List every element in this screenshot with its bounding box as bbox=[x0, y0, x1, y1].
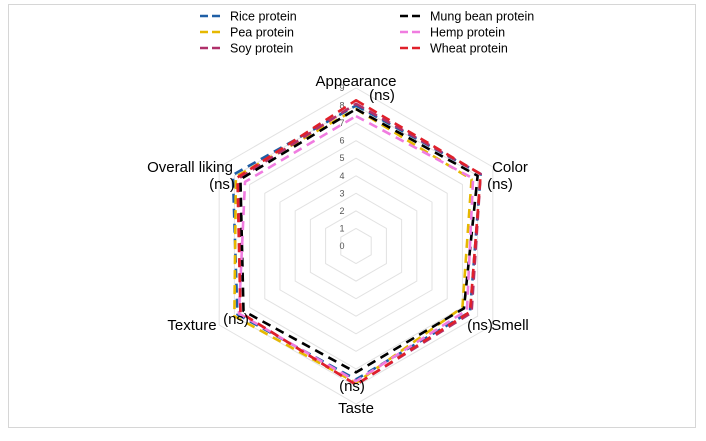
series-group bbox=[231, 98, 482, 386]
tick-label: 1 bbox=[339, 223, 344, 233]
legend-label: Pea protein bbox=[230, 26, 294, 40]
grid-ring-3 bbox=[309, 192, 403, 300]
axis-significance-label: (ns) bbox=[339, 378, 365, 395]
series-mung-bean-protein bbox=[239, 107, 479, 374]
legend-label: Wheat protein bbox=[430, 42, 508, 56]
tick-label: 0 bbox=[339, 241, 344, 251]
axis-labels: Appearance(ns)Color(ns)Smell(ns)Taste(ns… bbox=[147, 73, 529, 417]
legend-label: Mung bean protein bbox=[430, 10, 534, 24]
axis-significance-label: (ns) bbox=[467, 317, 493, 334]
series-rice-protein bbox=[231, 104, 482, 381]
radar-grid bbox=[218, 87, 494, 405]
tick-label: 2 bbox=[339, 206, 344, 216]
series-hemp-protein bbox=[237, 114, 475, 383]
tick-label: 7 bbox=[339, 118, 344, 128]
axis-significance-label: (ns) bbox=[223, 311, 249, 328]
axis-label: Appearance bbox=[316, 73, 397, 90]
grid-ring-6 bbox=[264, 140, 448, 352]
tick-label: 3 bbox=[339, 188, 344, 198]
series-pea-protein bbox=[233, 107, 473, 385]
axis-significance-label: (ns) bbox=[487, 176, 513, 193]
axis-label: Taste bbox=[338, 400, 374, 417]
grid-ring-9 bbox=[218, 87, 494, 405]
axis-label: Smell bbox=[491, 317, 529, 334]
grid-ring-5 bbox=[279, 157, 433, 335]
series-soy-protein bbox=[237, 102, 482, 386]
axis-significance-label: (ns) bbox=[209, 176, 235, 193]
tick-label: 4 bbox=[339, 171, 344, 181]
grid-ring-4 bbox=[294, 175, 418, 317]
axis-label: Color bbox=[492, 159, 528, 176]
tick-label: 5 bbox=[339, 153, 344, 163]
grid-ring-7 bbox=[249, 122, 463, 370]
legend: Rice protein Pea protein Soy protein Mung b… bbox=[200, 10, 534, 56]
legend-label: Hemp protein bbox=[430, 26, 505, 40]
chart-frame bbox=[8, 4, 696, 428]
axis-label: Overall liking bbox=[147, 159, 233, 176]
axis-label: Texture bbox=[167, 317, 216, 334]
radial-tick-labels: 0 1 2 3 4 5 6 7 8 9 bbox=[339, 83, 344, 251]
axis-significance-label: (ns) bbox=[369, 87, 395, 104]
tick-label: 8 bbox=[339, 101, 344, 111]
grid-ring-8 bbox=[233, 104, 479, 388]
grid-ring-2 bbox=[325, 210, 387, 282]
tick-label: 6 bbox=[339, 136, 344, 146]
legend-label: Soy protein bbox=[230, 42, 293, 56]
grid-ring-1 bbox=[340, 227, 372, 265]
tick-label: 9 bbox=[339, 83, 344, 93]
legend-label: Rice protein bbox=[230, 10, 297, 24]
